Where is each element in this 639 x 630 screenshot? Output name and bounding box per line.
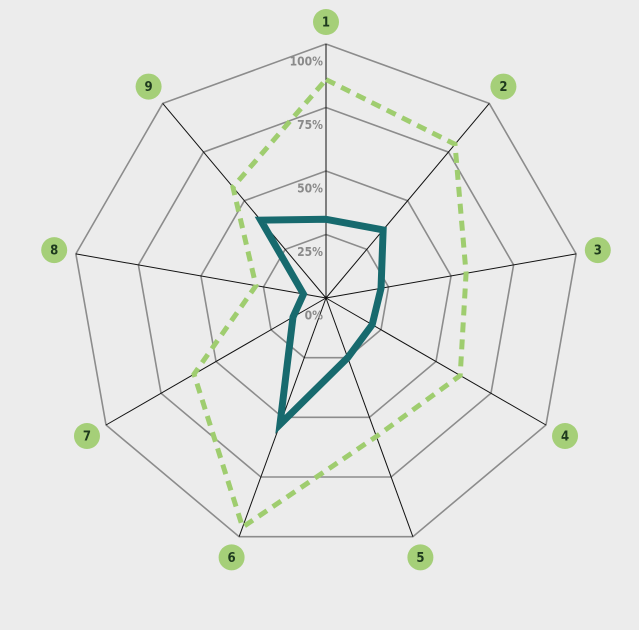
category-badge <box>490 73 517 100</box>
spoke <box>75 253 327 299</box>
category-badge <box>218 544 245 571</box>
r-tick-label: 100% <box>290 55 324 69</box>
r-tick-label: 75% <box>297 118 323 132</box>
series-line <box>254 215 387 435</box>
grid-ring <box>75 43 577 538</box>
category-label: 5 <box>416 551 424 566</box>
series-line <box>191 76 469 532</box>
category-label: 3 <box>594 244 602 259</box>
category-label: 8 <box>50 244 58 259</box>
category-badge <box>135 73 162 100</box>
grid-ring <box>262 233 390 359</box>
category-badge <box>73 423 100 449</box>
spoke <box>162 103 327 299</box>
category-badge <box>313 9 339 35</box>
category-badge <box>41 237 68 264</box>
r-tick-label: 50% <box>297 182 323 196</box>
r-tick-label: 25% <box>297 245 323 259</box>
category-label: 4 <box>561 430 569 445</box>
category-label: 2 <box>499 80 507 95</box>
spoke <box>325 253 577 299</box>
spoke <box>325 297 414 537</box>
category-label: 7 <box>83 430 91 445</box>
grid-ring <box>200 170 452 419</box>
grid-ring <box>137 106 515 478</box>
category-label: 1 <box>322 16 330 31</box>
spoke <box>325 103 490 299</box>
category-label: 6 <box>228 551 236 566</box>
spoke <box>325 297 547 426</box>
category-badge <box>552 423 579 449</box>
category-label: 9 <box>145 80 153 95</box>
category-badge <box>407 544 434 571</box>
category-badge <box>584 237 611 264</box>
r-tick-label: 0% <box>305 309 324 323</box>
